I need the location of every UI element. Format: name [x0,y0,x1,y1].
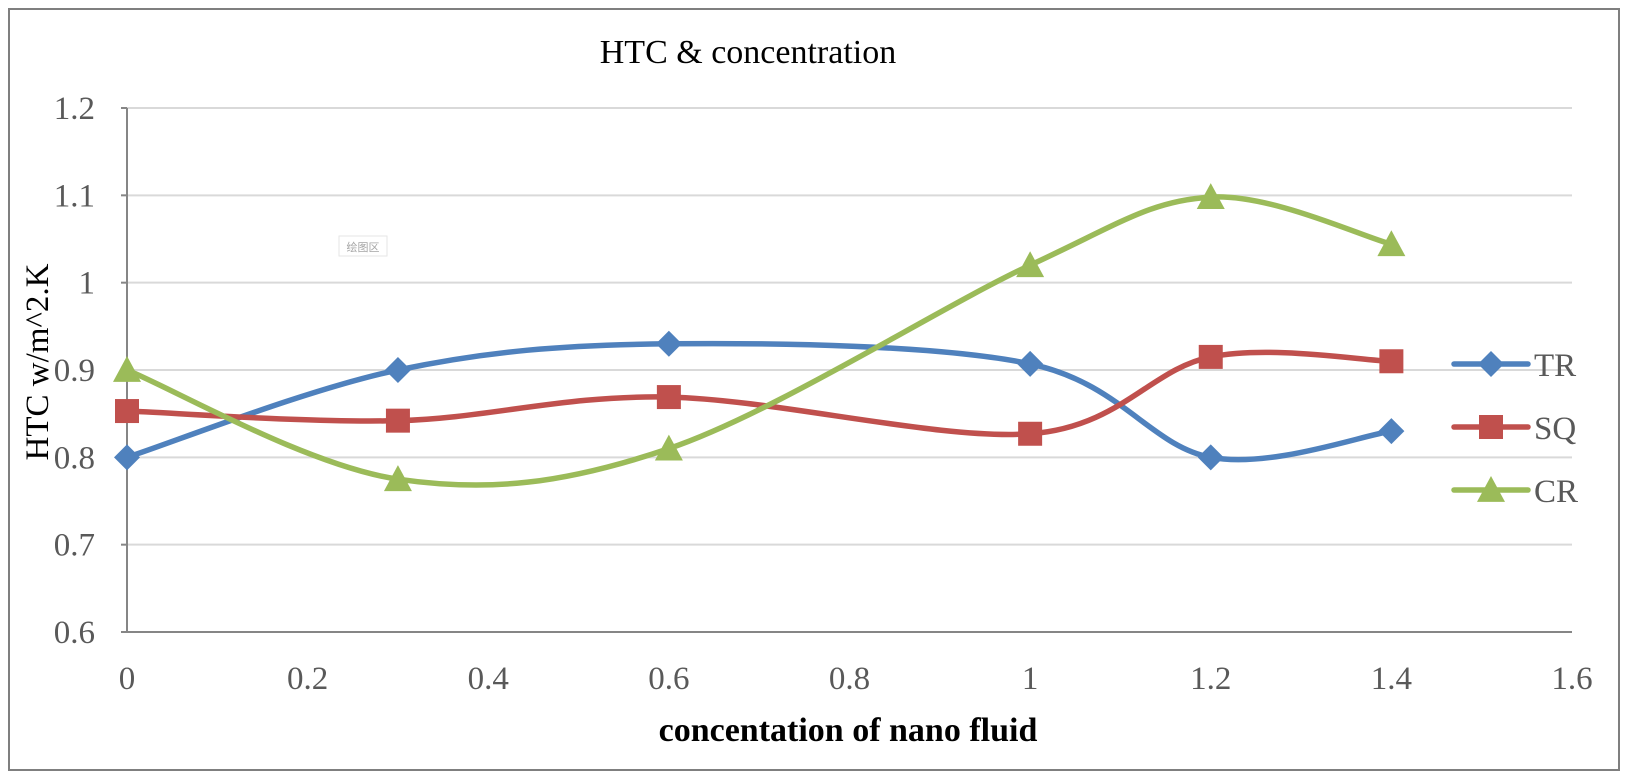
legend-marker-cr [1477,476,1505,502]
x-tick-label: 0.8 [829,661,870,697]
data-point-sq [1379,349,1404,374]
data-point-cr [383,465,412,492]
x-tick-label: 0.2 [287,661,328,697]
y-tick-label: 0.6 [54,615,95,651]
x-tick-label: 1.2 [1190,661,1231,697]
data-point-sq [1198,344,1223,369]
x-tick-label: 0.4 [468,661,509,697]
data-point-tr [384,357,411,383]
y-tick-label: 0.8 [54,440,95,476]
data-point-cr [1196,183,1225,209]
y-axis-label: HTC w/m^2.K [20,263,56,460]
data-point-tr [114,444,140,471]
data-point-cr [654,434,683,461]
data-point-sq [1018,421,1043,446]
data-point-cr [1377,230,1406,257]
legend-marker-tr [1478,351,1504,377]
y-tick-label: 0.9 [54,353,95,389]
y-tick-label: 1 [79,266,96,302]
chart-title: HTC & concentration [600,34,896,71]
y-tick-label: 1.1 [54,178,95,214]
legend: TR SQ CR [1451,348,1578,510]
data-point-tr [1017,350,1044,377]
y-tick-label: 1.2 [54,91,95,127]
gridlines [127,107,1572,546]
y-tick-label: 0.7 [54,528,95,564]
x-tick-label: 1.4 [1371,661,1412,697]
y-tick-labels: 0.6 0.7 0.8 0.9 1 1.1 1.2 [54,91,95,651]
data-point-cr [113,356,141,382]
data-point-sq [656,385,681,410]
data-point-tr [1378,418,1405,445]
plot-area-tag: 绘图区 [338,235,388,257]
series-line-cr [124,194,1395,488]
data-point-tr [655,330,682,357]
x-tick-label: 0 [119,661,136,697]
x-axis-label: concentation of nano fluid [659,712,1038,749]
legend-label-tr: TR [1534,348,1576,384]
legend-label-sq: SQ [1534,411,1576,447]
data-point-cr [1016,251,1045,278]
plot-area-tag-text: 绘图区 [347,240,380,254]
data-point-sq [115,399,139,424]
legend-marker-sq [1479,415,1503,439]
series-lines [124,194,1395,488]
plot-area-tag-box [338,235,388,257]
chart-frame [8,8,1620,771]
series-markers [113,183,1406,492]
x-tick-label: 1.6 [1551,661,1592,697]
data-point-tr [1197,444,1224,471]
x-tick-label: 1 [1022,661,1039,697]
x-tick-labels: 0 0.2 0.4 0.6 0.8 1 1.2 1.4 1.6 [119,661,1593,697]
data-point-sq [385,408,410,433]
x-tick-label: 0.6 [648,661,689,697]
legend-label-cr: CR [1534,474,1578,510]
